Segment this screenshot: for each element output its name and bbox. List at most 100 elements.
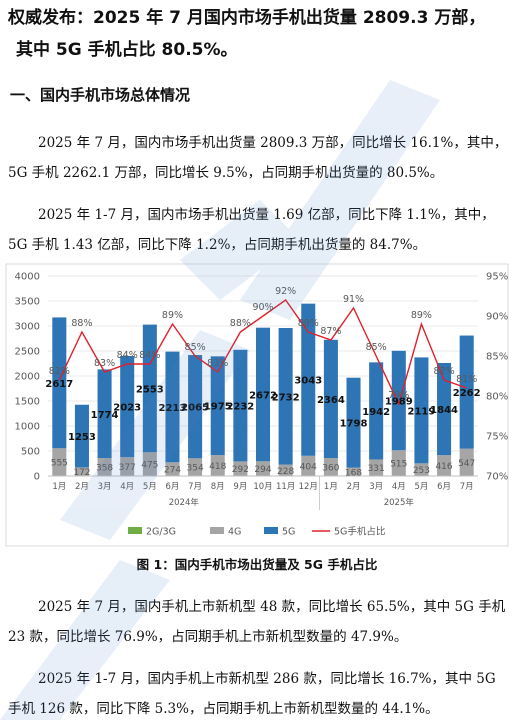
- x-tick-label: 11月: [276, 482, 295, 492]
- y2-tick-label: 80%: [486, 392, 508, 403]
- bar-4g: [278, 464, 293, 476]
- x-tick-label: 6月: [437, 482, 451, 492]
- bar-5g: [210, 356, 225, 456]
- bar-4g: [391, 450, 406, 476]
- x-tick-label: 7月: [460, 482, 474, 492]
- value-label-5g: 2553: [136, 384, 164, 395]
- value-label-4g: 377: [119, 463, 136, 473]
- y-tick-label: 2000: [15, 372, 40, 383]
- bar-4g: [120, 457, 135, 476]
- value-label-5g: 2364: [317, 395, 345, 406]
- value-label-5g: 2065: [181, 403, 209, 414]
- bar-4g: [142, 452, 157, 476]
- ratio-line: [58, 299, 467, 406]
- x-tick-label: 10月: [253, 482, 272, 492]
- ratio-label: 79%: [388, 390, 409, 401]
- bar-5g: [74, 404, 89, 468]
- y2-tick-label: 90%: [486, 312, 508, 323]
- bar-5g: [414, 357, 429, 464]
- bar-5g: [301, 303, 316, 456]
- ratio-label: 91%: [343, 294, 364, 305]
- value-label-5g: 1989: [385, 397, 413, 408]
- article-title: 权威发布：2025 年 7 月国内市场手机出货量 2809.3 万部， 其中 5…: [8, 2, 508, 66]
- value-label-4g: 274: [164, 466, 181, 476]
- value-label-5g: 1975: [204, 402, 232, 413]
- legend-label: 2G/3G: [146, 527, 176, 538]
- value-label-4g: 172: [73, 468, 90, 478]
- bar-5g: [165, 351, 180, 463]
- value-label-5g: 2119: [407, 406, 435, 417]
- value-label-5g: 1844: [430, 405, 458, 416]
- y-tick-label: 3500: [15, 297, 40, 308]
- bar-5g: [188, 355, 203, 459]
- value-label-4g: 555: [51, 459, 68, 469]
- ratio-label: 82%: [49, 366, 70, 377]
- value-label-4g: 168: [345, 468, 362, 478]
- x-tick-label: 1月: [52, 482, 66, 492]
- bar-4g: [437, 455, 452, 476]
- value-label-4g: 331: [368, 464, 385, 474]
- bar-4g: [346, 467, 361, 476]
- value-label-5g: 1774: [91, 410, 119, 421]
- value-label-4g: 358: [96, 464, 113, 474]
- bar-5g: [233, 349, 248, 462]
- value-label-5g: 1253: [68, 432, 96, 443]
- ratio-label: 89%: [411, 310, 432, 321]
- ratio-label: 83%: [94, 358, 115, 369]
- paragraph-4: 2025 年 1-7 月，国内手机上市新机型 286 款，同比增长 16.7%，…: [8, 671, 496, 717]
- ratio-label: 84%: [139, 350, 160, 361]
- x-tick-label: 4月: [120, 482, 134, 492]
- value-label-5g: 2262: [453, 388, 481, 399]
- value-label-5g: 2672: [249, 391, 277, 402]
- paragraph-2: 2025 年 1-7 月，国内市场手机出货量 1.69 亿部，同比下降 1.1%…: [8, 207, 495, 253]
- ratio-label: 90%: [252, 302, 273, 313]
- value-label-5g: 2023: [113, 403, 141, 414]
- bar-5g: [120, 356, 135, 458]
- bar-4g: [210, 455, 225, 476]
- y-tick-label: 500: [21, 447, 40, 458]
- bar-4g: [188, 458, 203, 476]
- bar-4g: [97, 458, 112, 476]
- x-tick-label: 6月: [166, 482, 180, 492]
- x-tick-label: 3月: [369, 482, 383, 492]
- x-tick-label: 9月: [233, 482, 247, 492]
- bar-5g: [391, 350, 406, 451]
- bar-4g: [323, 458, 338, 476]
- y-tick-label: 2500: [15, 347, 40, 358]
- value-label-4g: 354: [187, 464, 204, 474]
- shipment-chart: 0 500 1000 1500 2000 2500 3000 3500 4000 70% 75% 80…: [5, 263, 509, 547]
- value-label-4g: 418: [209, 462, 226, 472]
- legend-swatch: [128, 527, 142, 534]
- legend-label: 5G手机占比: [334, 526, 385, 538]
- x-tick-label: 3月: [98, 482, 112, 492]
- bar-5g: [255, 327, 271, 462]
- bar-4g: [52, 448, 67, 476]
- value-label-5g: 2732: [272, 392, 300, 403]
- x-tick-label: 8月: [211, 482, 225, 492]
- value-label-4g: 475: [141, 461, 158, 471]
- value-label-5g: 2213: [159, 403, 187, 414]
- legend-swatch: [264, 527, 278, 534]
- ratio-label: 81%: [456, 374, 477, 385]
- bar-5g: [52, 317, 67, 449]
- x-tick-label: 5月: [414, 482, 428, 492]
- bar-4g: [233, 461, 248, 476]
- x-tick-label: 5月: [143, 482, 157, 492]
- value-label-5g: 2617: [45, 379, 73, 390]
- y2-tick-label: 85%: [486, 352, 508, 363]
- bar-5g: [459, 335, 474, 449]
- ratio-label: 92%: [275, 286, 296, 297]
- bar-5g: [437, 363, 452, 456]
- value-label-4g: 515: [390, 460, 407, 470]
- bar-4g: [369, 459, 384, 476]
- bar-4g: [301, 455, 316, 476]
- x-tick-label: 2月: [75, 482, 89, 492]
- x-tick-label: 2月: [347, 482, 361, 492]
- ratio-label: 88%: [230, 318, 251, 329]
- x-tick-label: 1月: [324, 482, 338, 492]
- section-heading: 一、国内手机市场总体情况: [10, 86, 191, 104]
- bar-5g: [278, 328, 293, 465]
- paragraph-3: 2025 年 7 月，国内手机上市新机型 48 款，同比增长 65.5%，其中 …: [8, 599, 506, 645]
- y-tick-label: 1000: [15, 422, 40, 433]
- ratio-label: 82%: [433, 366, 454, 377]
